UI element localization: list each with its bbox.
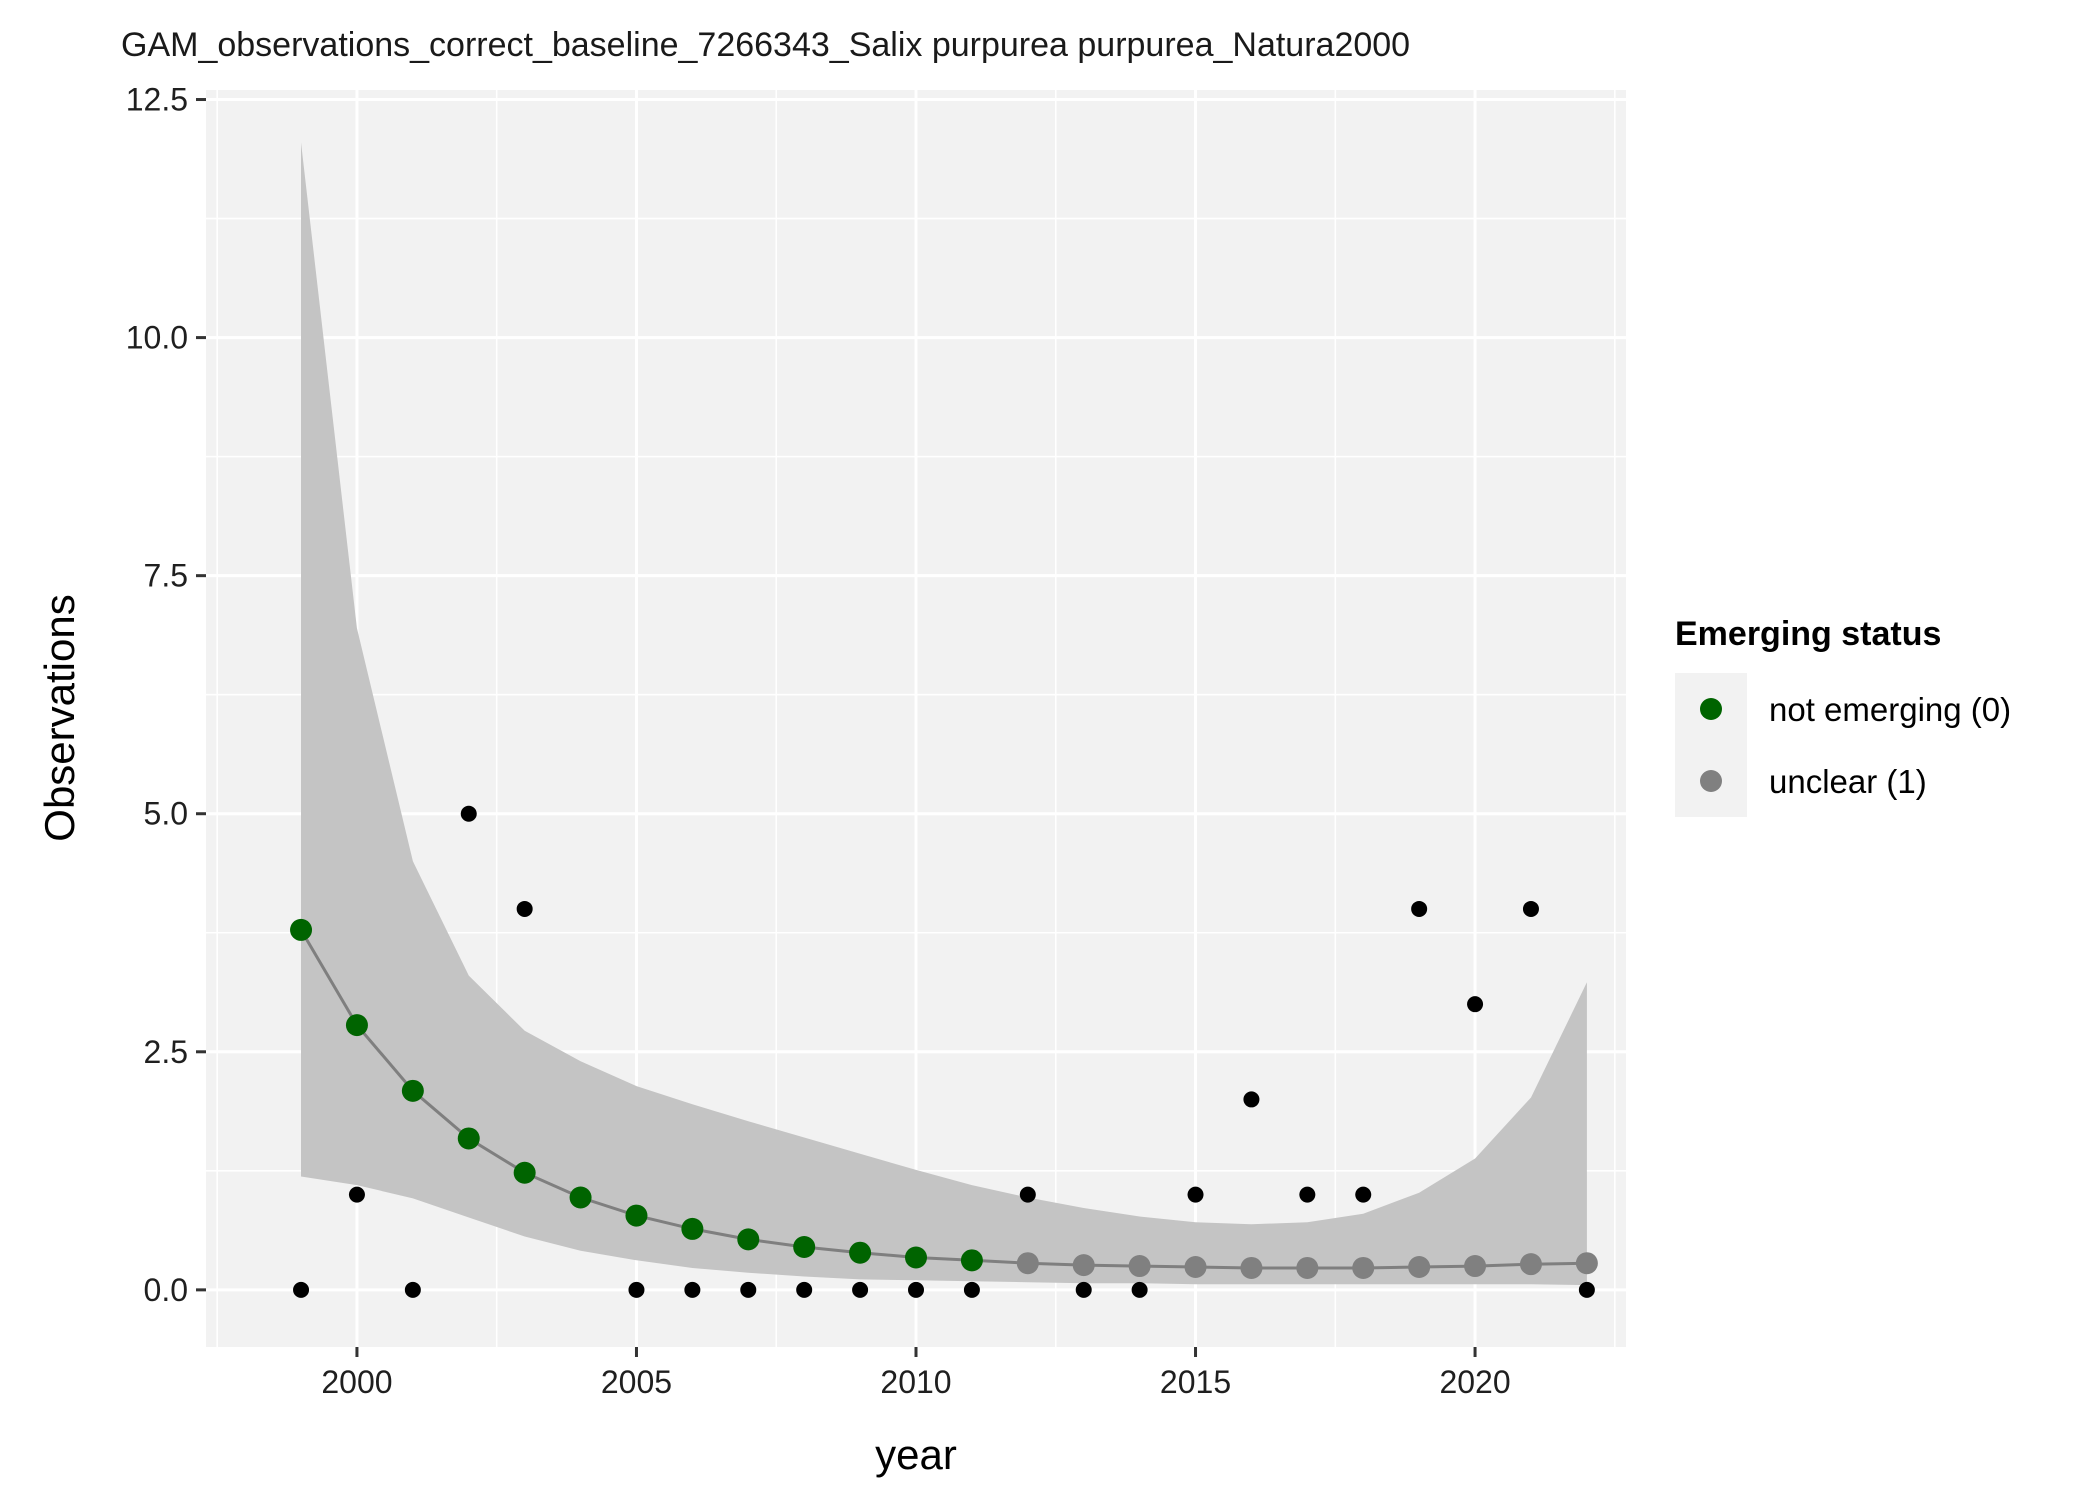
- y-tick-label: 5.0: [144, 796, 188, 832]
- fitted-point-unclear: [1184, 1256, 1207, 1279]
- y-tick-label: 12.5: [126, 82, 188, 118]
- fitted-point-unclear: [1240, 1256, 1263, 1279]
- observed-point: [516, 900, 533, 917]
- fitted-point-unclear: [1408, 1256, 1431, 1279]
- fitted-point-not-emerging: [737, 1228, 760, 1251]
- legend-label-unclear: unclear (1): [1769, 763, 1927, 800]
- fitted-point-not-emerging: [569, 1186, 592, 1209]
- observed-point: [1075, 1281, 1092, 1298]
- observed-point: [348, 1186, 365, 1203]
- y-tick-label: 0.0: [144, 1272, 188, 1308]
- observed-point: [684, 1281, 701, 1298]
- y-tick-label: 10.0: [126, 320, 188, 356]
- legend-key-not-emerging: [1700, 698, 1722, 720]
- observed-point: [1578, 1281, 1595, 1298]
- observed-point: [1467, 996, 1484, 1013]
- x-axis: 2000 2005 2010 2015 2020: [321, 1347, 1511, 1400]
- observed-point: [1522, 900, 1539, 917]
- fitted-point-not-emerging: [345, 1014, 368, 1037]
- observed-point: [908, 1281, 924, 1298]
- observed-point: [1187, 1186, 1204, 1203]
- x-tick-label: 2005: [601, 1364, 672, 1400]
- fitted-point-not-emerging: [793, 1236, 816, 1259]
- observed-point: [1411, 900, 1428, 917]
- observed-point: [1131, 1281, 1148, 1298]
- fitted-point-not-emerging: [457, 1127, 480, 1150]
- x-tick-label: 2020: [1439, 1364, 1510, 1400]
- fitted-point-not-emerging: [625, 1204, 648, 1227]
- fitted-point-unclear: [1296, 1256, 1319, 1279]
- observed-point: [963, 1281, 980, 1298]
- fitted-point-not-emerging: [401, 1079, 424, 1102]
- observed-point: [1019, 1186, 1036, 1203]
- legend-title: Emerging status: [1675, 615, 1941, 653]
- fitted-point-unclear: [1016, 1252, 1039, 1275]
- observed-point: [404, 1281, 421, 1298]
- fitted-point-not-emerging: [681, 1217, 704, 1240]
- chart-title: GAM_observations_correct_baseline_726634…: [121, 26, 1410, 64]
- fitted-point-not-emerging: [905, 1246, 927, 1269]
- observed-point: [628, 1281, 645, 1298]
- observed-point: [1243, 1091, 1260, 1108]
- observed-points: [293, 805, 1595, 1298]
- x-tick-label: 2000: [321, 1364, 392, 1400]
- observed-point: [1299, 1186, 1316, 1203]
- fitted-points: [290, 918, 1598, 1279]
- fitted-point-unclear: [1352, 1256, 1375, 1279]
- fitted-point-unclear: [1519, 1253, 1542, 1276]
- y-tick-label: 7.5: [144, 558, 188, 594]
- fitted-point-not-emerging: [513, 1161, 536, 1184]
- observed-point: [1355, 1186, 1372, 1203]
- legend-key-unclear: [1700, 770, 1722, 792]
- legend-label-not-emerging: not emerging (0): [1769, 691, 2011, 728]
- y-axis-title: Observations: [36, 594, 83, 841]
- y-axis: 0.0 2.5 5.0 7.5 10.0 12.5: [126, 82, 206, 1308]
- observed-point: [740, 1281, 757, 1298]
- observed-point: [796, 1281, 813, 1298]
- fitted-point-unclear: [1575, 1252, 1598, 1275]
- observed-point: [852, 1281, 869, 1298]
- y-tick-label: 2.5: [144, 1034, 188, 1070]
- confidence-band: [301, 142, 1587, 1286]
- x-axis-title: year: [875, 1431, 957, 1478]
- x-tick-label: 2015: [1160, 1364, 1231, 1400]
- fitted-point-not-emerging: [849, 1241, 872, 1264]
- legend-key-background: [1675, 673, 1747, 817]
- observed-point: [293, 1281, 310, 1298]
- fitted-point-unclear: [1072, 1254, 1095, 1277]
- fitted-point-unclear: [1128, 1255, 1151, 1278]
- legend: Emerging status not emerging (0) unclear…: [1675, 615, 2011, 817]
- observed-point: [460, 805, 477, 822]
- fitted-point-not-emerging: [960, 1249, 983, 1272]
- fitted-point-not-emerging: [290, 918, 313, 941]
- x-tick-label: 2010: [880, 1364, 951, 1400]
- fitted-point-unclear: [1464, 1255, 1487, 1278]
